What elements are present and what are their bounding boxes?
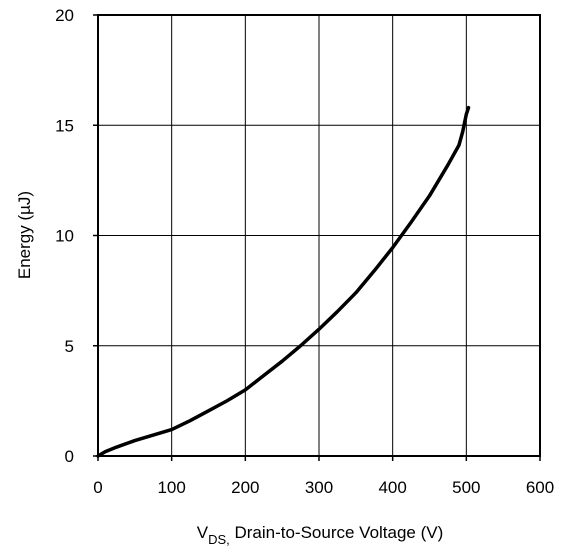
x-tick-label: 200 [231, 478, 259, 497]
x-tick-label: 400 [378, 478, 406, 497]
y-axis-label: Energy (µJ) [15, 191, 34, 279]
series-group [96, 105, 471, 458]
x-axis-label-subscript: DS, [208, 532, 230, 547]
y-tick-label: 0 [65, 447, 74, 466]
x-tick-label: 100 [157, 478, 185, 497]
x-tick-label: 600 [526, 478, 554, 497]
grid-lines [97, 14, 541, 457]
x-axis-label-main: V [197, 523, 209, 542]
x-tick-label: 300 [305, 478, 333, 497]
y-tick-label: 10 [55, 227, 74, 246]
y-tick-label: 15 [55, 116, 74, 135]
y-tick-label: 5 [65, 337, 74, 356]
x-tick-label: 0 [93, 478, 102, 497]
y-tick-label: 20 [55, 6, 74, 25]
x-tick-label: 500 [452, 478, 480, 497]
x-axis-label-rest: Drain-to-Source Voltage (V) [230, 523, 444, 542]
series-line-0 [96, 105, 471, 458]
y-tick-labels: 0 5 10 15 20 [55, 6, 74, 466]
axis-ticks [93, 14, 541, 461]
x-tick-labels: 0 100 200 300 400 500 600 [93, 478, 554, 497]
x-axis-label: VDS, Drain-to-Source Voltage (V) [197, 523, 444, 547]
